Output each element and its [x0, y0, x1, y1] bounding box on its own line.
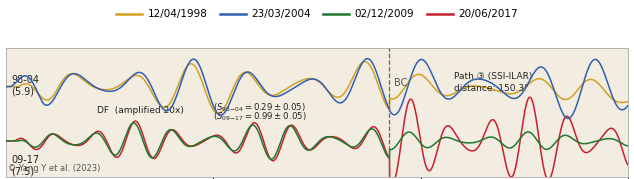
Text: 98-04
(5.9): 98-04 (5.9)	[11, 74, 39, 96]
Text: DF  (amplified 20x): DF (amplified 20x)	[98, 106, 184, 115]
Text: $(S_{09\mathregular{-}17}=0.99\pm0.05)$: $(S_{09\mathregular{-}17}=0.99\pm0.05)$	[214, 111, 307, 123]
Text: BC: BC	[394, 78, 407, 88]
Legend: 12/04/1998, 23/03/2004, 02/12/2009, 20/06/2017: 12/04/1998, 23/03/2004, 02/12/2009, 20/0…	[112, 5, 522, 24]
Text: 09-17
(7.5): 09-17 (7.5)	[11, 155, 39, 177]
Text: Path ③ (SSI-ILAR)
distance: 150.3°: Path ③ (SSI-ILAR) distance: 150.3°	[454, 72, 532, 93]
Text: © Yang Y et al. (2023): © Yang Y et al. (2023)	[8, 164, 101, 173]
Text: $(S_{98\mathregular{-}04}=0.29\pm0.05)$: $(S_{98\mathregular{-}04}=0.29\pm0.05)$	[214, 101, 306, 114]
